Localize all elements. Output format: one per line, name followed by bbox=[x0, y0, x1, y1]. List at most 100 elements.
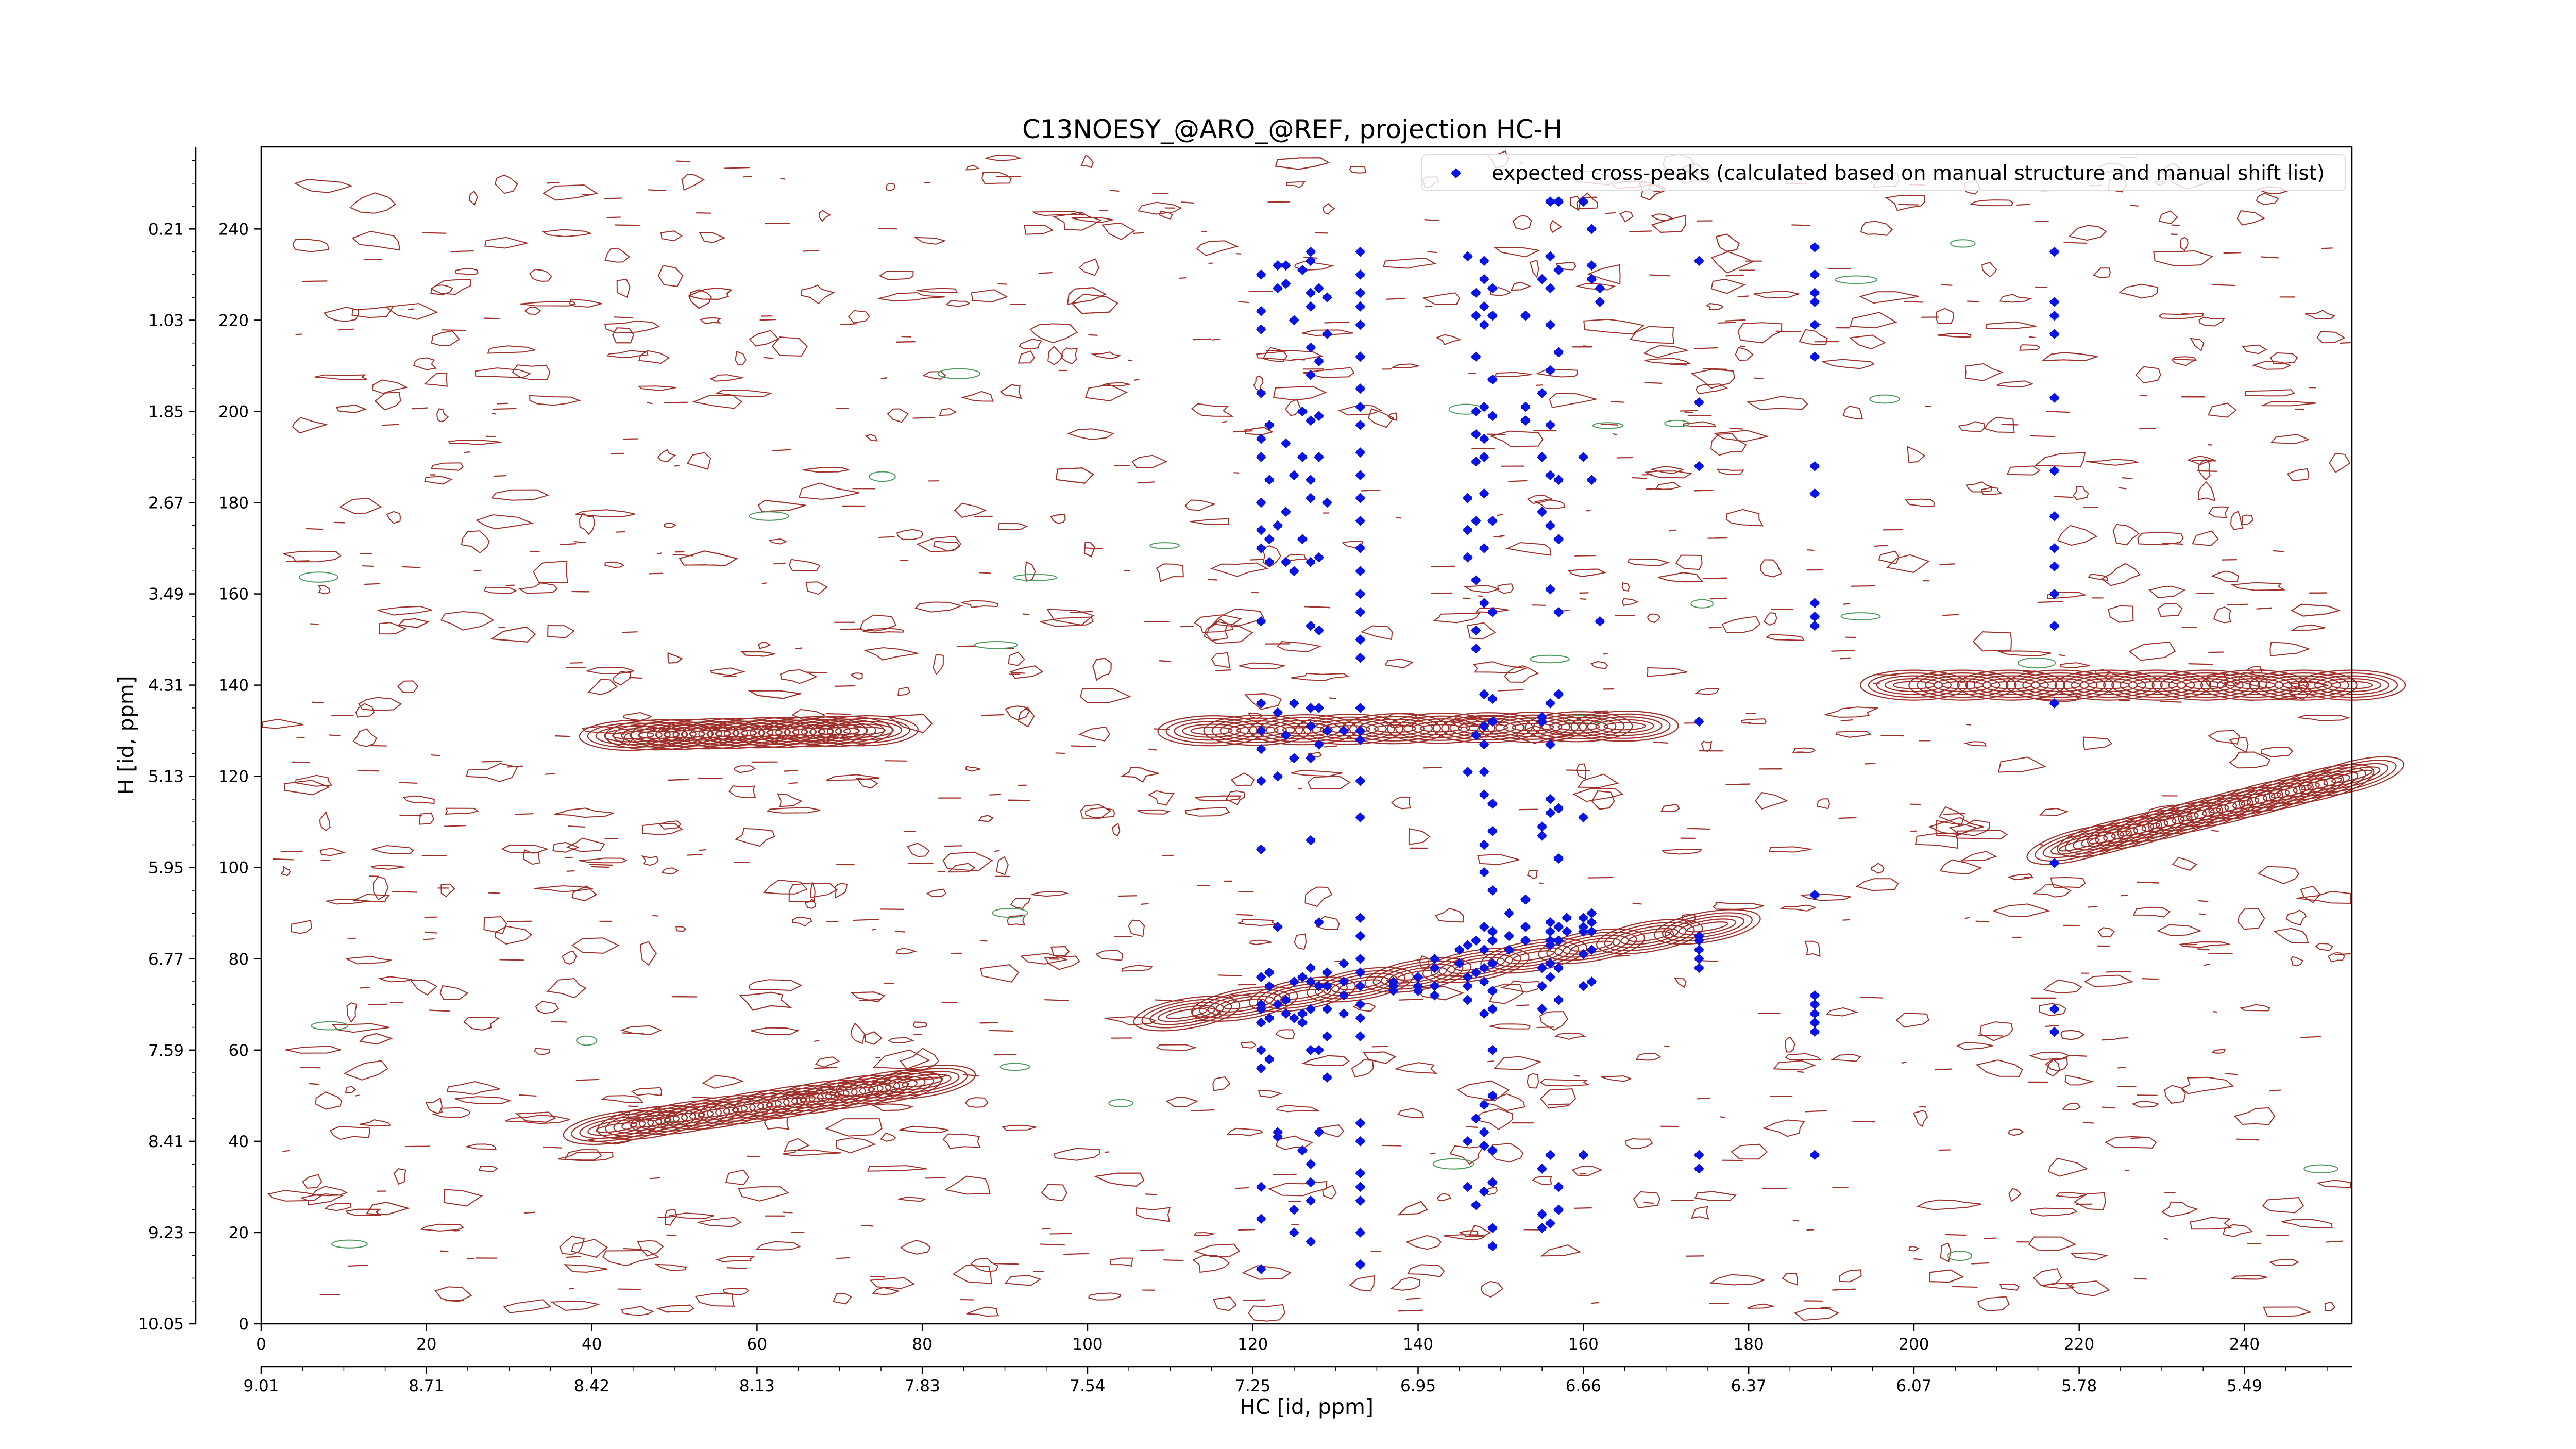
noise-contour bbox=[1430, 1152, 1436, 1155]
peak-contour bbox=[2178, 786, 2283, 827]
noise-contour bbox=[430, 279, 471, 295]
noise-contour bbox=[1046, 609, 1095, 626]
noise-contour bbox=[1121, 965, 1153, 972]
cross-peak-marker bbox=[1479, 721, 1489, 732]
noise-contour bbox=[2060, 662, 2090, 669]
noise-contour bbox=[2008, 1188, 2022, 1203]
noise-contour bbox=[2121, 894, 2128, 897]
noise-contour bbox=[2082, 1121, 2094, 1124]
noise-contour bbox=[1196, 240, 1239, 257]
cross-peak-marker bbox=[1553, 607, 1564, 617]
peak-contour bbox=[673, 1098, 764, 1127]
noise-contour bbox=[2137, 531, 2184, 546]
noise-contour bbox=[1731, 1143, 1768, 1160]
noise-contour bbox=[944, 1175, 991, 1195]
x-axis-ticks: 0 20 40 60 80 100 120 140 160 180 200 220 240 bbox=[256, 1324, 2260, 1354]
noise-contour bbox=[1018, 350, 1036, 364]
noise-contour bbox=[575, 1079, 600, 1081]
noise-contour bbox=[2242, 344, 2267, 355]
noise-contour bbox=[399, 782, 418, 784]
noise-contour bbox=[1090, 351, 1121, 360]
cross-peak-marker bbox=[1454, 958, 1465, 969]
noise-contour bbox=[557, 1151, 614, 1161]
noise-contour bbox=[503, 1299, 552, 1313]
peak-contour bbox=[2087, 681, 2130, 689]
noise-contour bbox=[1703, 577, 1727, 579]
noise-contour bbox=[1735, 346, 1754, 361]
noise-contour bbox=[302, 1174, 323, 1189]
noise-contour bbox=[1258, 1090, 1283, 1098]
noise-contour bbox=[1804, 940, 1821, 957]
noise-contour bbox=[445, 1300, 465, 1302]
noise-contour bbox=[1008, 799, 1030, 801]
cross-peak-marker bbox=[1289, 753, 1299, 764]
noise-contour bbox=[1690, 368, 1735, 389]
peak-contour bbox=[1868, 672, 1960, 698]
noise-contour bbox=[2117, 1067, 2126, 1069]
cross-peak-marker bbox=[2049, 620, 2060, 631]
noise-contour bbox=[620, 1025, 663, 1036]
cross-peak-marker bbox=[1545, 470, 1556, 481]
cross-peak-marker bbox=[1462, 995, 1473, 1005]
noise-contour bbox=[2190, 1217, 2232, 1230]
noise-contour bbox=[638, 385, 676, 392]
x-ppm-tick-label: 8.42 bbox=[574, 1377, 609, 1395]
negative-contour bbox=[937, 368, 980, 379]
noise-contour bbox=[423, 938, 435, 940]
peak-contour bbox=[1612, 925, 1687, 948]
noise-contour bbox=[715, 389, 773, 398]
noise-contour bbox=[1601, 1075, 1633, 1082]
noise-contour bbox=[1975, 1059, 2023, 1077]
noise-contour bbox=[1870, 863, 1885, 874]
cross-peak-marker bbox=[1487, 1090, 1498, 1101]
noise-contour bbox=[805, 581, 828, 595]
cross-peak-marker bbox=[2049, 511, 2060, 521]
noise-contour bbox=[1302, 329, 1353, 336]
noise-contour bbox=[864, 1031, 883, 1045]
peak-contour bbox=[595, 725, 671, 746]
noise-contour bbox=[1691, 1206, 1709, 1220]
noise-contour bbox=[359, 1033, 393, 1045]
peak-contour bbox=[1374, 724, 1417, 733]
noise-contour bbox=[1644, 382, 1662, 384]
peak-contour bbox=[613, 722, 705, 748]
noise-contour bbox=[1694, 1191, 1737, 1201]
noise-contour bbox=[501, 844, 549, 853]
cross-peak-marker bbox=[1297, 972, 1308, 983]
noise-contour bbox=[916, 288, 958, 293]
noise-contour bbox=[2295, 408, 2304, 411]
noise-contour bbox=[613, 671, 632, 686]
peak-contour bbox=[2039, 681, 2081, 689]
cross-peak-marker bbox=[1809, 1008, 1820, 1019]
noise-contour bbox=[965, 766, 981, 772]
noise-contour bbox=[623, 712, 653, 721]
noise-contour bbox=[2245, 389, 2295, 397]
noise-contour bbox=[805, 898, 817, 909]
noise-contour bbox=[1050, 514, 1066, 524]
peak-contour bbox=[2119, 822, 2161, 836]
cross-peak-marker bbox=[1694, 256, 1704, 266]
cross-peak-marker bbox=[1479, 452, 1489, 462]
noise-contour bbox=[755, 1241, 801, 1251]
noise-contour bbox=[859, 614, 897, 632]
cross-peak-marker bbox=[1256, 497, 1266, 508]
noise-contour bbox=[1901, 1062, 1907, 1064]
noise-contour bbox=[1859, 291, 1919, 304]
noise-contour bbox=[894, 930, 905, 933]
peak-contour bbox=[1965, 672, 2057, 698]
peak-contour bbox=[2265, 675, 2341, 695]
peak-contour bbox=[707, 717, 816, 749]
peak-contour bbox=[733, 716, 842, 748]
noise-contour bbox=[1697, 1097, 1710, 1100]
noise-contour bbox=[1184, 806, 1230, 817]
cross-peak-marker bbox=[1809, 297, 1820, 307]
peak-contour bbox=[1191, 986, 1298, 1022]
noise-contour bbox=[1040, 1243, 1065, 1246]
noise-contour bbox=[601, 1095, 644, 1103]
noise-contour bbox=[1937, 332, 1972, 338]
noise-contour bbox=[1850, 312, 1897, 329]
noise-contour bbox=[1066, 287, 1107, 305]
cross-peak-marker bbox=[1289, 566, 1299, 577]
noise-contour bbox=[2269, 352, 2298, 365]
cross-peak-marker bbox=[1694, 716, 1704, 727]
